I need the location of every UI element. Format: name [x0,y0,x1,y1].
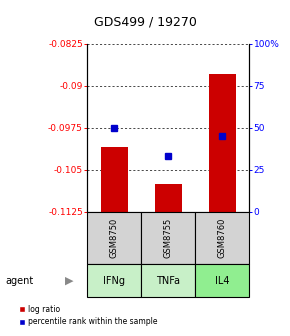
Text: agent: agent [6,276,34,286]
Text: GSM8750: GSM8750 [110,218,119,258]
Text: GSM8755: GSM8755 [164,218,173,258]
Text: GDS499 / 19270: GDS499 / 19270 [94,15,196,28]
Bar [155,184,182,212]
Legend: log ratio, percentile rank within the sample: log ratio, percentile rank within the sa… [18,304,158,326]
Text: TNFa: TNFa [156,276,180,286]
Text: IFNg: IFNg [103,276,125,286]
Bar [87,264,141,297]
Bar [195,264,249,297]
Text: ▶: ▶ [65,276,74,286]
Text: GSM8760: GSM8760 [218,217,227,258]
Bar [101,147,128,212]
Text: IL4: IL4 [215,276,230,286]
Bar [141,264,195,297]
Bar [141,212,195,264]
Bar [87,212,141,264]
Bar [209,75,236,212]
Bar [195,212,249,264]
